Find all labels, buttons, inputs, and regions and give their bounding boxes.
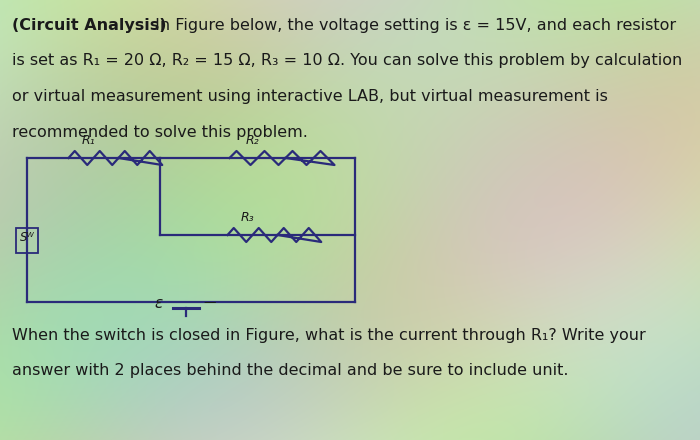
Bar: [16, 227, 38, 253]
Text: —: —: [203, 297, 216, 309]
Text: R₂: R₂: [246, 134, 259, 147]
Text: answer with 2 places behind the decimal and be sure to include unit.: answer with 2 places behind the decimal …: [12, 363, 568, 378]
Text: Sᵂ: Sᵂ: [20, 231, 34, 243]
Text: is set as R₁ = 20 Ω, R₂ = 15 Ω, R₃ = 10 Ω. You can solve this problem by calcula: is set as R₁ = 20 Ω, R₂ = 15 Ω, R₃ = 10 …: [12, 54, 682, 69]
Text: In Figure below, the voltage setting is ε = 15V, and each resistor: In Figure below, the voltage setting is …: [150, 18, 676, 33]
Text: R₃: R₃: [241, 211, 254, 224]
Text: ε: ε: [154, 296, 162, 311]
Text: (Circuit Analysis): (Circuit Analysis): [12, 18, 167, 33]
Text: or virtual measurement using interactive LAB, but virtual measurement is: or virtual measurement using interactive…: [12, 89, 608, 104]
Text: recommended to solve this problem.: recommended to solve this problem.: [12, 125, 308, 139]
Text: R₁: R₁: [82, 134, 95, 147]
Text: When the switch is closed in Figure, what is the current through R₁? Write your: When the switch is closed in Figure, wha…: [12, 328, 645, 343]
